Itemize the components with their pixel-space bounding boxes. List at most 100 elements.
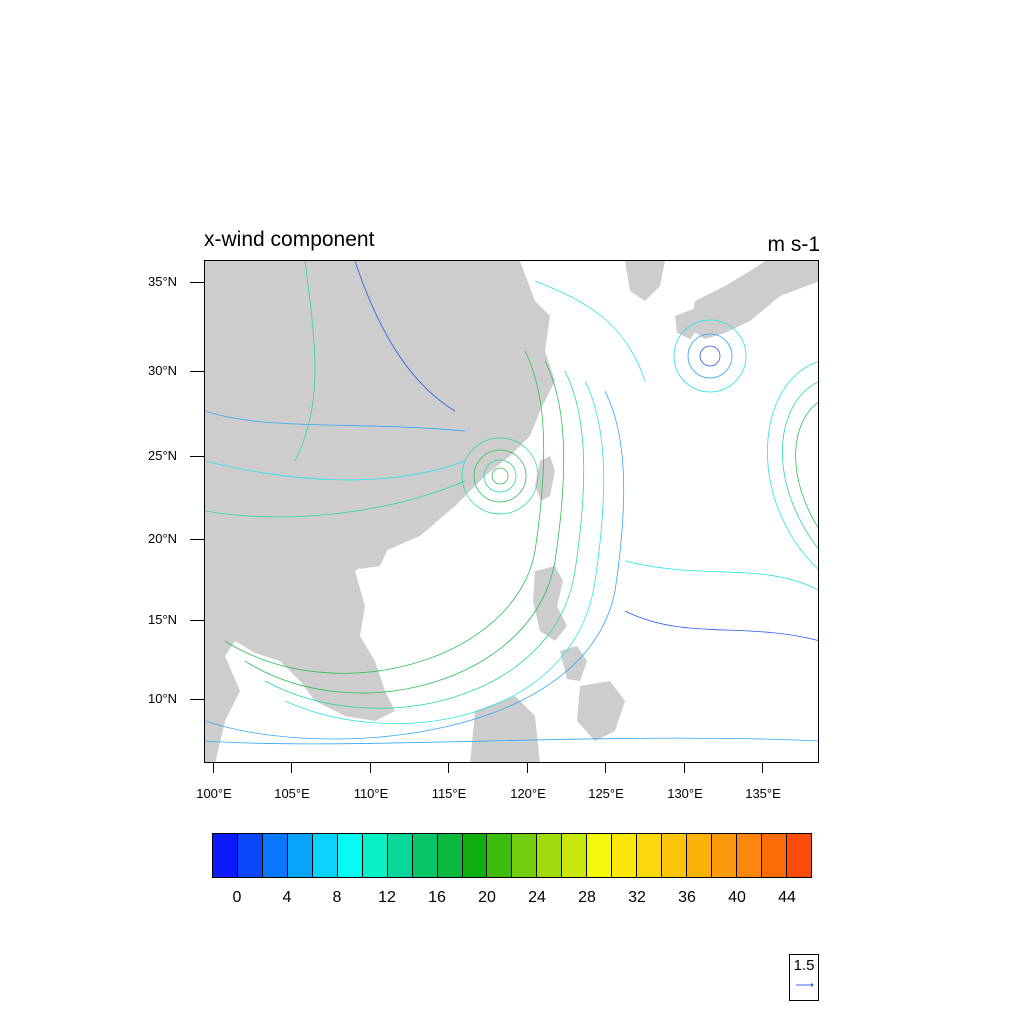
- colorbar-cell: [537, 834, 563, 877]
- lon-tick: [291, 763, 292, 773]
- streamline-arc: [624, 610, 818, 641]
- streamline-vortex-ring: [461, 437, 539, 515]
- map-panel: [204, 260, 819, 763]
- streamline-vortex-ring: [483, 459, 517, 493]
- land-japan: [690, 261, 818, 339]
- colorbar-label: 0: [232, 889, 242, 906]
- colorbar-label: 40: [728, 889, 746, 906]
- lon-label-120e: 120°E: [510, 786, 546, 801]
- lon-label-115e: 115°E: [431, 786, 467, 801]
- streamline-arc: [205, 410, 466, 432]
- plot-title: x-wind component: [204, 228, 375, 251]
- lat-tick: [190, 371, 204, 372]
- lon-label-110e: 110°E: [353, 786, 389, 801]
- lon-label-135e: 135°E: [745, 786, 781, 801]
- colorbar-cell: [237, 834, 263, 877]
- colorbar-cell: [312, 834, 338, 877]
- streamline-arc: [205, 390, 625, 740]
- streamline-vortex-ring: [687, 333, 733, 379]
- colorbar-label: 44: [778, 889, 796, 906]
- streamline-arc: [244, 360, 565, 694]
- lon-tick: [762, 763, 763, 773]
- land-visayas: [560, 646, 587, 681]
- streamline-vortex-ring: [673, 319, 747, 393]
- land-borneo: [470, 696, 540, 762]
- units-label: m s-1: [767, 233, 821, 256]
- lon-tick: [213, 763, 214, 773]
- lon-tick: [605, 763, 606, 773]
- lon-tick: [684, 763, 685, 773]
- streamline-arc: [624, 560, 818, 591]
- streamline-vortex-ring: [491, 467, 509, 485]
- colorbar-cell: [737, 834, 762, 877]
- colorbar-label: 28: [578, 889, 596, 906]
- colorbar-cell: [387, 834, 413, 877]
- lon-tick: [370, 763, 371, 773]
- colorbar-label: 36: [678, 889, 696, 906]
- streamline-arc: [205, 737, 818, 745]
- lat-tick: [190, 282, 204, 283]
- streamline-arc: [767, 361, 818, 570]
- streamline-vortex-ring: [473, 449, 527, 503]
- streamline-arc: [354, 261, 456, 412]
- colorbar-cell: [786, 834, 811, 877]
- streamline-arc: [224, 350, 545, 674]
- colorbar-cell: [662, 834, 688, 877]
- streamline-arc: [264, 370, 585, 709]
- land-luzon: [533, 566, 567, 641]
- lon-tick: [527, 763, 528, 773]
- colorbar-cell: [462, 834, 488, 877]
- streamline-arc: [284, 380, 605, 724]
- land-layer: [205, 261, 818, 762]
- land-hainan: [350, 541, 387, 569]
- reference-vector-value: 1.5: [793, 957, 815, 974]
- land-taiwan: [535, 456, 555, 501]
- streamline-arc: [534, 280, 646, 382]
- colorbar-cell: [761, 834, 787, 877]
- reference-arrow-icon: [796, 983, 814, 987]
- lat-tick: [190, 620, 204, 621]
- lat-label-25n: 25°N: [148, 448, 178, 463]
- colorbar-cell: [687, 834, 713, 877]
- lat-tick: [190, 539, 204, 540]
- colorbar-cell: [213, 834, 238, 877]
- lat-label-10n: 10°N: [148, 691, 178, 706]
- colorbar-cell: [612, 834, 638, 877]
- streamline-arc: [294, 261, 316, 462]
- reference-vector-box: 1.5: [789, 954, 819, 1001]
- colorbar-label: 8: [332, 889, 342, 906]
- land-mainland-asia: [205, 261, 555, 762]
- colorbar-label: 16: [428, 889, 446, 906]
- colorbar-cell: [512, 834, 538, 877]
- lat-tick: [190, 699, 204, 700]
- lat-label-30n: 30°N: [148, 363, 178, 378]
- colorbar-cell: [562, 834, 588, 877]
- lat-label-35n: 35°N: [148, 274, 178, 289]
- streamlines: [205, 261, 818, 745]
- colorbar-cell: [437, 834, 463, 877]
- lon-label-125e: 125°E: [588, 786, 624, 801]
- land-kyushu: [675, 309, 700, 339]
- colorbar-label: 32: [628, 889, 646, 906]
- streamline-arc: [795, 402, 818, 529]
- lon-label-105e: 105°E: [274, 786, 310, 801]
- colorbar-label: 4: [282, 889, 292, 906]
- colorbar-cell: [337, 834, 363, 877]
- lon-tick: [448, 763, 449, 773]
- streamline-vortex-ring: [699, 345, 721, 367]
- colorbar-label: 24: [528, 889, 546, 906]
- colorbar-cell: [262, 834, 288, 877]
- colorbar-label: 12: [378, 889, 396, 906]
- colorbar-label: 20: [478, 889, 496, 906]
- colorbar-cell: [637, 834, 663, 877]
- land-mindanao: [577, 681, 625, 741]
- colorbar-cell: [287, 834, 313, 877]
- streamline-map: [205, 261, 818, 762]
- lat-label-20n: 20°N: [148, 531, 178, 546]
- streamline-arc: [205, 480, 466, 518]
- colorbar-cell: [487, 834, 513, 877]
- lat-tick: [190, 456, 204, 457]
- colorbar-cell: [587, 834, 613, 877]
- land-korea: [625, 261, 665, 301]
- streamline-arc: [205, 460, 466, 481]
